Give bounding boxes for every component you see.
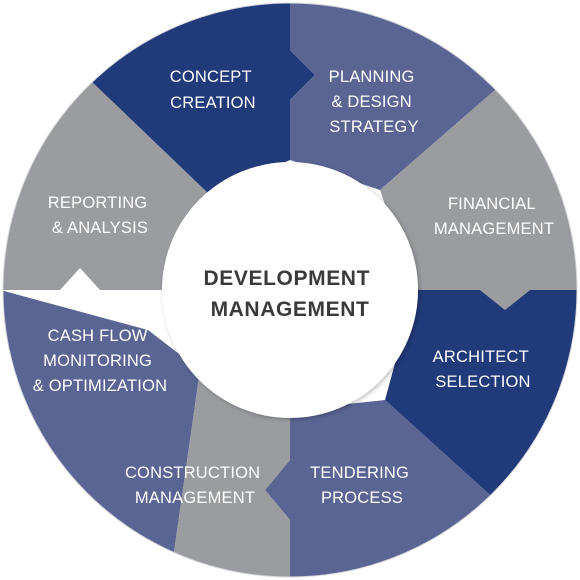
- label-planning-design-strategy: PLANNING & DESIGN STRATEGY: [329, 68, 420, 136]
- segment-construction-management: [170, 370, 290, 577]
- center-hub: [162, 162, 418, 418]
- label-tendering-process: TENDERING PROCESS: [310, 464, 414, 507]
- label-cash-flow-monitoring: CASH FLOW MONITORING & OPTIMIZATION: [33, 327, 168, 395]
- center-title: DEVELOPMENT MANAGEMENT: [204, 267, 377, 321]
- label-reporting-analysis: REPORTING & ANALYSIS: [48, 194, 152, 237]
- label-architect-selection: ARCHITECT SELECTION: [433, 348, 534, 391]
- label-concept-creation: CONCEPT CREATION: [170, 68, 257, 112]
- segment-financial-management: [380, 90, 577, 310]
- label-financial-management: FINANCIAL MANAGEMENT: [434, 195, 554, 238]
- label-construction-management: CONSTRUCTION MANAGEMENT: [125, 464, 265, 507]
